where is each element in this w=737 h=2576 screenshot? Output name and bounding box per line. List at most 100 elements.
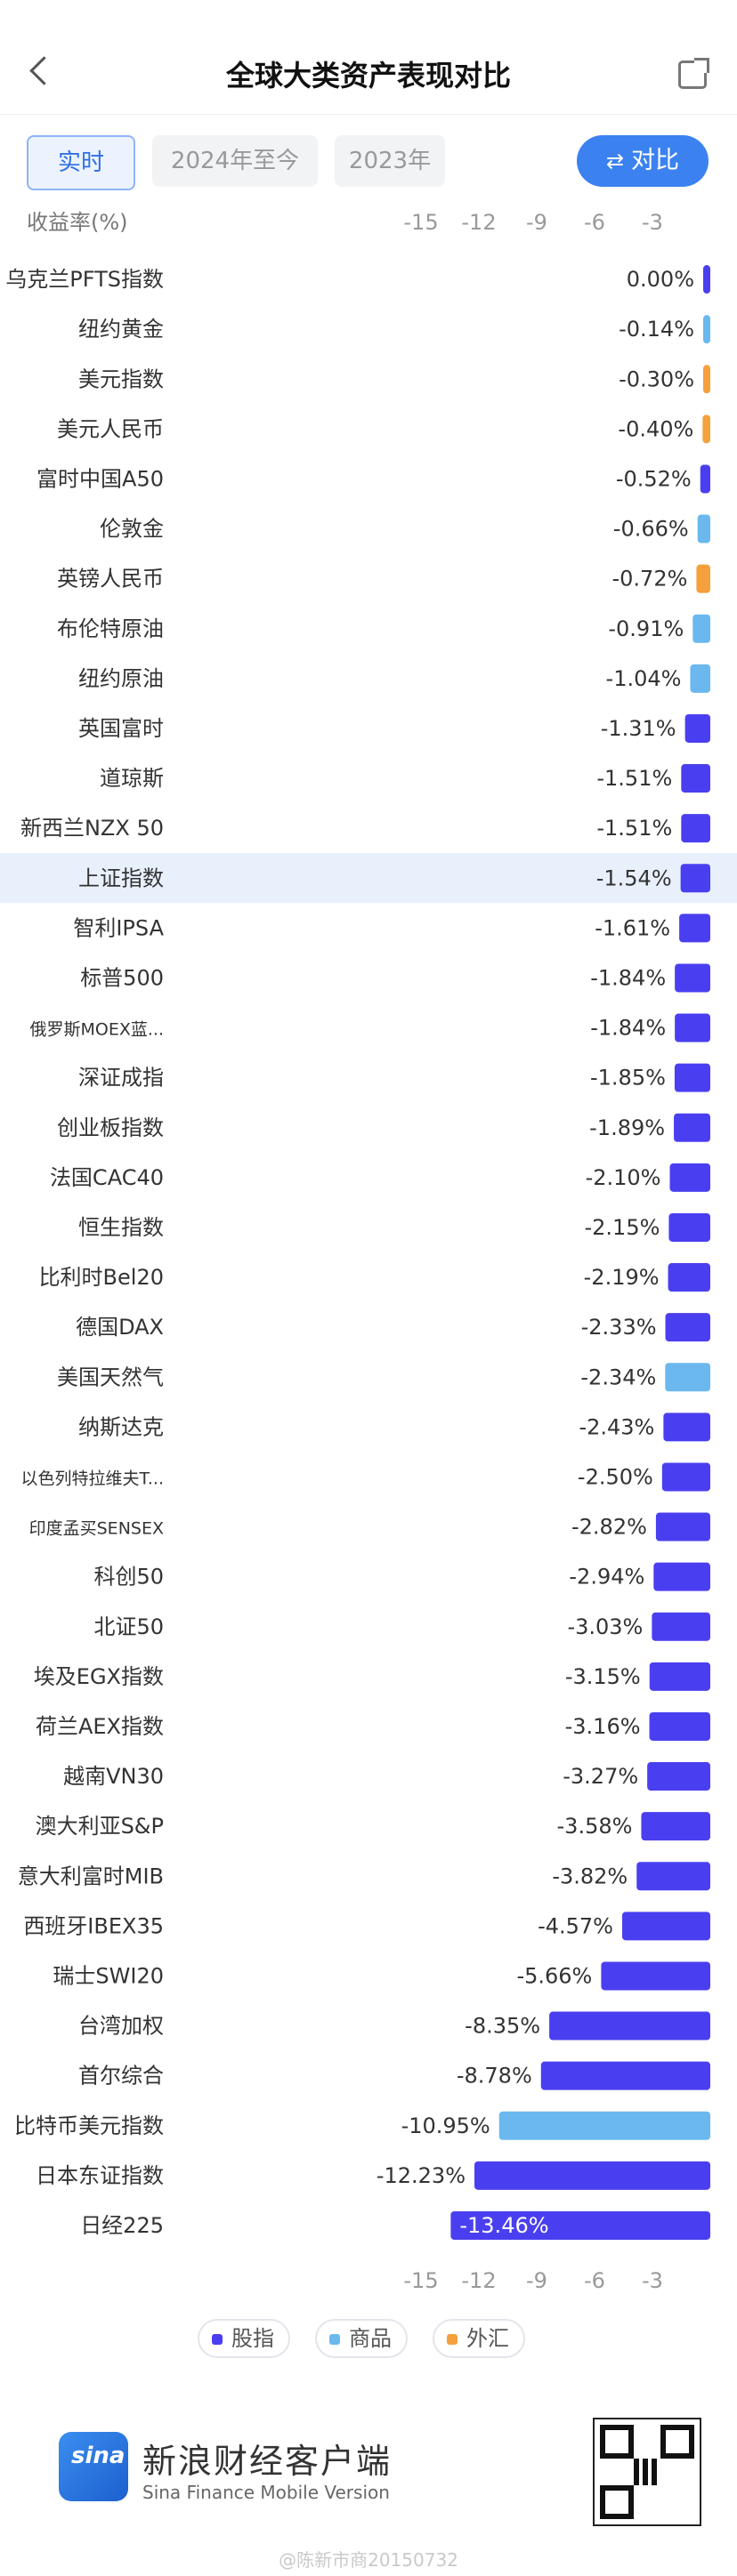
value-label: -1.04% [606, 666, 682, 691]
value-label: -1.54% [596, 865, 672, 890]
x-tick-label: -3 [642, 2268, 663, 2293]
value-label: -2.50% [578, 1464, 653, 1489]
qr-code [593, 2418, 701, 2526]
swap-icon: ⇄ [605, 149, 625, 173]
value-label: -10.95% [401, 2113, 490, 2138]
category-label: 以色列特拉维夫T... [21, 1469, 164, 1488]
legend-fx-swatch [447, 2334, 458, 2345]
value-label: -0.40% [618, 416, 693, 441]
category-label: 恒生指数 [78, 1215, 164, 1240]
value-label: 0.00% [627, 267, 694, 292]
x-tick-label: -12 [461, 2268, 496, 2293]
category-label: 首尔综合 [78, 2064, 164, 2089]
tab-2023[interactable]: 2023年 [335, 135, 445, 187]
sina-logo: sina [59, 2432, 128, 2501]
category-label: 上证指数 [78, 865, 164, 890]
category-label: 印度孟买SENSEX [29, 1519, 164, 1539]
bar [636, 1862, 710, 1891]
value-label: -1.51% [596, 766, 672, 791]
chart-legend: 股指 商品 外汇 [0, 2319, 737, 2358]
x-tick-label: -9 [526, 2268, 547, 2293]
share-icon[interactable] [678, 58, 709, 89]
category-label: 德国DAX [76, 1315, 164, 1340]
watermark: @陈新市商20150732 [279, 2549, 458, 2571]
bar [703, 265, 710, 294]
bar [549, 2011, 710, 2041]
bar [690, 664, 710, 693]
category-label: 道琼斯 [100, 766, 164, 791]
bar [647, 1762, 710, 1791]
value-label: -1.84% [590, 1016, 666, 1041]
bar [663, 1413, 710, 1442]
category-label: 深证成指 [78, 1066, 164, 1091]
value-label: -3.15% [565, 1664, 641, 1689]
category-label: 荷兰AEX指数 [36, 1714, 164, 1739]
brand-name: 新浪财经客户端 [142, 2442, 393, 2481]
bar [668, 1212, 710, 1242]
bar [674, 1063, 710, 1092]
category-label: 标普500 [80, 965, 164, 990]
category-label: 伦敦金 [100, 517, 164, 542]
value-label: -3.16% [565, 1714, 641, 1739]
value-label: -1.51% [596, 816, 672, 841]
bar [669, 1163, 710, 1192]
value-label: -13.46% [459, 2213, 548, 2238]
qr-finder [600, 2485, 634, 2519]
value-label: -2.94% [569, 1565, 644, 1590]
bar [700, 464, 710, 494]
x-tick-label: -6 [584, 210, 605, 235]
bar [675, 963, 710, 993]
legend-equity[interactable]: 股指 [198, 2319, 290, 2358]
category-label: 乌克兰PFTS指数 [5, 267, 164, 292]
category-label: 俄罗斯MOEX蓝... [30, 1020, 165, 1040]
top-bar: 全球大类资产表现对比 [0, 0, 737, 115]
value-label: -0.30% [619, 366, 694, 391]
value-label: -2.33% [581, 1315, 657, 1340]
category-label: 美元指数 [78, 366, 164, 391]
bar [655, 1512, 710, 1542]
category-label: 意大利富时MIB [18, 1864, 164, 1888]
bar [653, 1562, 710, 1591]
x-tick-label: -15 [403, 210, 438, 235]
legend-fx[interactable]: 外汇 [433, 2319, 525, 2358]
bar [684, 713, 710, 743]
bar [649, 1662, 710, 1691]
bar [692, 614, 710, 643]
category-label: 布伦特原油 [57, 616, 164, 641]
value-label: -3.03% [567, 1614, 643, 1639]
sina-logo-text: sina [71, 2443, 126, 2469]
bar [675, 1013, 710, 1042]
category-label: 澳大利亚S&P [36, 1814, 164, 1839]
value-label: -1.61% [595, 915, 670, 940]
category-label: 美元人民币 [57, 416, 164, 441]
x-tick-label: -9 [526, 210, 547, 235]
legend-equity-label: 股指 [231, 2326, 274, 2351]
value-label: -2.15% [585, 1215, 660, 1240]
category-label: 创业板指数 [57, 1115, 164, 1140]
bar [702, 415, 710, 444]
qr-finder [660, 2425, 694, 2459]
bar [703, 315, 710, 344]
category-label: 法国CAC40 [50, 1165, 164, 1190]
bar [665, 1313, 710, 1342]
legend-commodity[interactable]: 商品 [315, 2319, 408, 2358]
bar [674, 1113, 710, 1142]
value-label: -8.78% [457, 2064, 532, 2089]
value-label: -1.84% [590, 965, 666, 990]
value-label: -2.43% [579, 1414, 654, 1439]
category-label: 纽约原油 [78, 666, 164, 691]
legend-equity-swatch [212, 2334, 223, 2345]
value-label: -1.89% [589, 1115, 665, 1140]
highlight-row [0, 853, 737, 904]
tab-2024-ytd[interactable]: 2024年至今 [152, 135, 318, 187]
category-label: 埃及EGX指数 [34, 1664, 164, 1689]
axis-label: 收益率(%) [27, 210, 128, 235]
category-label: 台湾加权 [78, 2014, 164, 2039]
value-label: -3.27% [563, 1764, 638, 1789]
tab-realtime[interactable]: 实时 [27, 135, 135, 190]
value-label: -2.82% [571, 1515, 647, 1540]
value-label: -0.52% [616, 466, 692, 491]
x-tick-label: -15 [403, 2268, 438, 2293]
compare-button[interactable]: ⇄ 对比 [577, 135, 709, 187]
value-label: -5.66% [516, 1963, 592, 1988]
